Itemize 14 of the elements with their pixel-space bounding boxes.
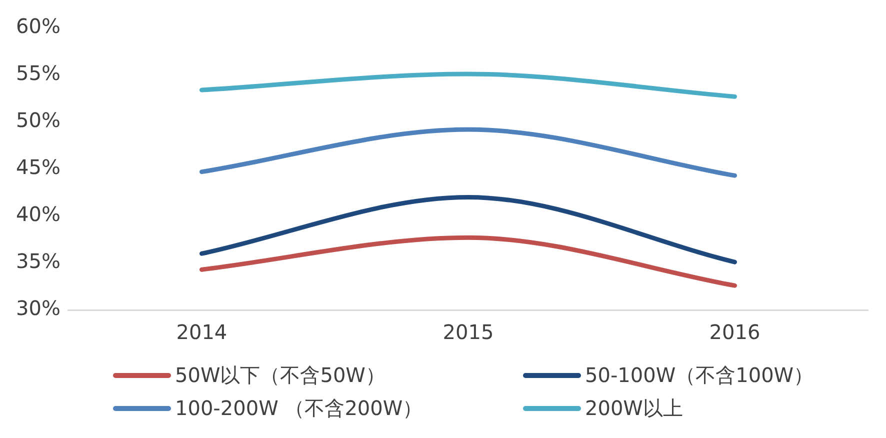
y-tick-label: 40%: [16, 202, 60, 226]
x-tick-label: 2016: [709, 320, 760, 344]
y-tick-label: 50%: [16, 108, 60, 132]
y-tick-label: 55%: [16, 61, 60, 86]
legend-label: 50W以下（不含50W）: [175, 362, 386, 389]
y-tick-label: 60%: [16, 14, 60, 38]
legend-label: 100-200W （不含200W）: [175, 395, 423, 422]
x-tick-label: 2015: [442, 320, 494, 344]
legend-label: 200W以上: [585, 395, 683, 422]
x-tick-label: 2014: [176, 320, 228, 344]
y-tick-label: 45%: [16, 155, 60, 180]
y-tick-label: 30%: [16, 296, 60, 320]
y-tick-label: 35%: [16, 249, 60, 274]
legend-label: 50-100W（不含100W）: [585, 362, 814, 389]
